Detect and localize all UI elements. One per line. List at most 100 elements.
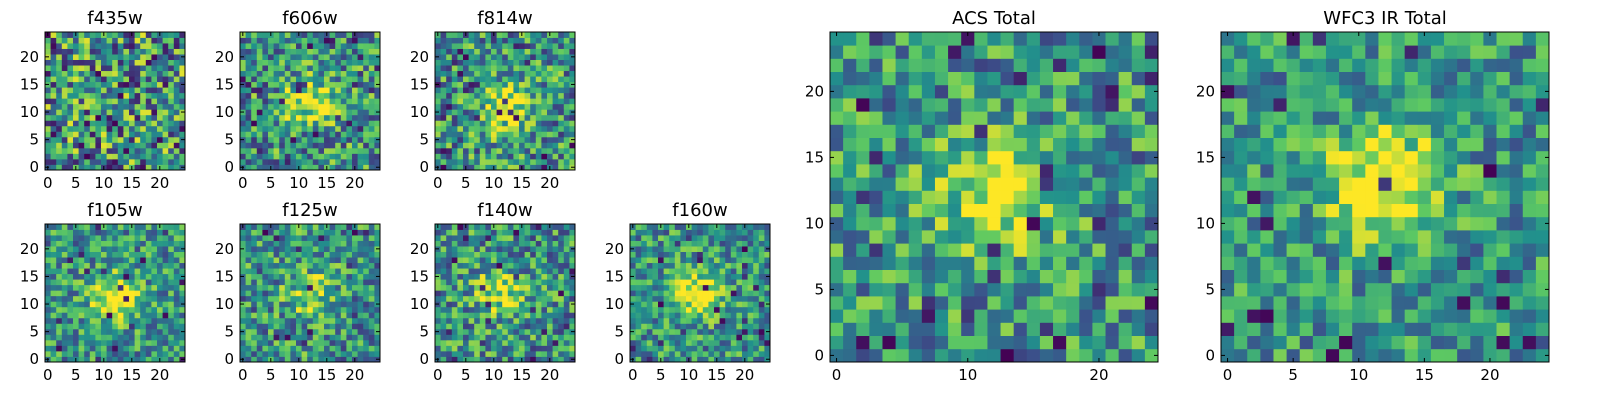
heatmap-cell [268, 54, 274, 60]
heatmap-cell [357, 120, 364, 127]
heatmap-cell [307, 251, 314, 258]
heatmap-cell [106, 59, 113, 66]
heatmap-cell [502, 131, 509, 138]
heatmap-cell [50, 70, 57, 77]
heatmap-cell [563, 142, 570, 149]
heatmap-cell [374, 120, 381, 127]
heatmap-cell [162, 98, 169, 105]
heatmap-cell [440, 59, 447, 66]
heatmap-cell [663, 224, 670, 230]
heatmap-cell [669, 356, 676, 363]
heatmap-cell [61, 240, 68, 247]
heatmap-cell [563, 125, 570, 132]
heatmap-cell [117, 339, 124, 346]
heatmap-cell [256, 323, 263, 330]
heatmap-cell [307, 142, 314, 149]
heatmap-cell [680, 317, 687, 324]
heatmap-cell [368, 301, 375, 308]
heatmap-cell [491, 334, 497, 341]
heatmap-cell [307, 65, 314, 72]
heatmap-cell [1026, 203, 1041, 218]
heatmap-cell [368, 229, 375, 236]
heatmap-cell [312, 295, 319, 302]
heatmap-cell [273, 142, 280, 149]
x-tick-label: 15 [122, 174, 141, 192]
heatmap-cell [496, 295, 503, 302]
heatmap-cell [468, 136, 475, 143]
heatmap-cell [117, 131, 124, 138]
heatmap-cell [496, 59, 503, 66]
heatmap-cell [340, 323, 347, 330]
heatmap-cell [1131, 177, 1146, 191]
heatmap-cell [869, 296, 883, 310]
heatmap-cell [352, 257, 358, 264]
heatmap-cell [268, 131, 274, 138]
heatmap-cell [446, 257, 453, 264]
heatmap-cell [173, 103, 180, 110]
heatmap-cell [440, 312, 447, 319]
heatmap-cell [73, 109, 79, 116]
heatmap-cell [140, 109, 147, 116]
heatmap-cell [151, 284, 158, 291]
heatmap-cell [340, 98, 347, 105]
heatmap-cell [251, 328, 258, 335]
heatmap-cell [446, 224, 453, 230]
heatmap-cell [335, 109, 342, 116]
heatmap-cell [463, 306, 469, 313]
heatmap-cell [307, 120, 314, 127]
heatmap-cell [106, 87, 113, 94]
heatmap-cell [948, 256, 962, 270]
heatmap-cell [162, 131, 169, 138]
heatmap-cell [251, 76, 258, 83]
heatmap-cell [67, 284, 74, 291]
heatmap-cell [290, 153, 297, 160]
heatmap-cell [630, 339, 636, 346]
heatmap-cell [106, 306, 113, 313]
heatmap-cell [496, 32, 503, 38]
heatmap-cell [440, 114, 447, 121]
heatmap-cell [101, 98, 107, 105]
heatmap-cell [50, 301, 57, 308]
heatmap-cell [251, 37, 258, 44]
heatmap-cell [45, 290, 51, 297]
heatmap-cell [56, 251, 63, 258]
heatmap-cell [496, 345, 503, 352]
heatmap-cell [251, 59, 258, 66]
heatmap-cell [457, 257, 464, 264]
heatmap-cell [1131, 230, 1146, 244]
heatmap-cell [363, 312, 370, 319]
heatmap-cell [496, 70, 503, 77]
x-tick-label: 5 [266, 174, 276, 192]
heatmap-cell [451, 131, 458, 138]
heatmap-cell [1053, 216, 1067, 231]
heatmap-cell [56, 246, 63, 252]
heatmap-cell [547, 301, 553, 308]
heatmap-cell [50, 251, 57, 258]
heatmap-cell [357, 109, 364, 116]
heatmap-cell [89, 125, 96, 132]
heatmap-cell [440, 279, 447, 286]
heatmap-cell [524, 125, 531, 132]
heatmap-cell [535, 317, 542, 324]
heatmap-cell [519, 48, 525, 55]
heatmap-cell [318, 251, 325, 258]
heatmap-cell [335, 125, 342, 132]
heatmap-cell [697, 240, 704, 247]
heatmap-cell [279, 350, 286, 357]
heatmap-cell [730, 284, 737, 291]
heatmap-cell [307, 262, 314, 269]
heatmap-cell [256, 257, 263, 264]
heatmap-cell [569, 251, 576, 258]
heatmap-cell [357, 240, 364, 247]
heatmap-cell [457, 224, 464, 230]
heatmap-cell [1026, 177, 1041, 191]
heatmap-cell [524, 43, 531, 49]
heatmap-cell [479, 328, 486, 335]
heatmap-cell [312, 257, 319, 264]
heatmap-cell [1026, 322, 1041, 336]
heatmap-cell [530, 131, 537, 138]
heatmap-cell [268, 120, 274, 127]
heatmap-cell [273, 356, 280, 363]
heatmap-cell [485, 120, 492, 127]
heatmap-cell [697, 334, 704, 341]
